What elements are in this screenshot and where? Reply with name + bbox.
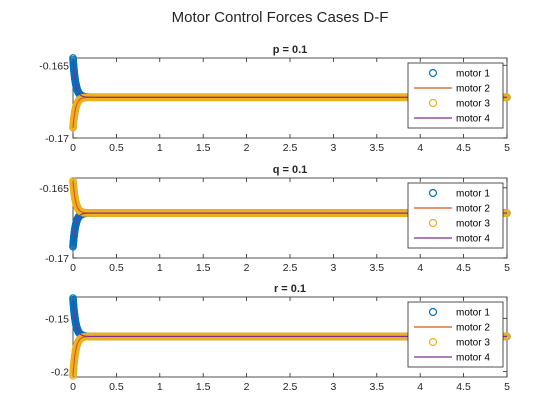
x-tick-label: 1 [157,262,163,274]
legend-marker [428,68,438,78]
x-tick-label: 5 [504,262,510,274]
subplot-3: r = 0.1 0 0.5 1 1.5 2 2.5 3 3.5 4 4.5 5 -0.2 -0.15 mot… [45,283,511,393]
x-tick-label: 0 [70,262,76,274]
legend-entry: motor 1 [428,188,490,200]
x-tick-label: 3.5 [369,381,384,393]
x-tick-label: 0.5 [109,142,124,154]
x-tick-label: 4 [417,142,423,154]
legend-entry: motor 2 [414,323,490,334]
y-tick-label: -0.17 [45,253,69,265]
x-tick-label: 5 [504,381,510,393]
legend-label: motor 3 [456,338,490,349]
legend-entry: motor 2 [414,84,490,95]
legend-label: motor 3 [456,219,490,230]
x-tick-label: 0 [70,381,76,393]
legend-entry: motor 3 [428,218,490,230]
subplot-2: q = 0.1 0 0.5 1 1.5 2 2.5 3 3.5 4 4.5 5 -0.17 -0.165 m… [39,164,511,274]
legend-label: motor 2 [456,323,490,334]
x-tick-label: 3 [330,262,336,274]
x-tick-label: 2 [244,262,250,274]
x-tick-label: 4.5 [456,262,471,274]
legend-entry: motor 4 [414,234,490,245]
subplot-title: p = 0.1 [273,44,308,56]
x-tick-label: 5 [504,142,510,154]
x-tick-label: 2.5 [283,142,298,154]
legend-entry: motor 1 [428,307,490,319]
legend-label: motor 1 [456,69,490,80]
y-tick-label: -0.15 [45,313,69,325]
legend-label: motor 3 [456,99,490,110]
legend-label: motor 4 [456,353,490,364]
legend-marker [428,307,438,317]
legend-box [407,301,504,368]
x-tick-label: 2 [244,381,250,393]
legend-entry: motor 3 [428,98,490,110]
legend-label: motor 1 [456,189,490,200]
y-tick-label: -0.17 [45,133,69,145]
x-tick-label: 2.5 [283,381,298,393]
legend-marker [428,188,438,198]
x-tick-label: 4.5 [456,142,471,154]
legend-marker [428,337,438,347]
x-tick-label: 1.5 [196,262,211,274]
x-tick-label: 0 [70,142,76,154]
y-tick-label: -0.2 [51,367,69,379]
data-layer [69,54,511,132]
x-tick-label: 3.5 [369,262,384,274]
legend-marker [428,218,438,228]
x-tick-label: 1.5 [196,142,211,154]
y-tick-label: -0.165 [39,183,69,195]
x-tick-label: 4 [417,262,423,274]
x-tick-label: 0.5 [109,381,124,393]
legend-label: motor 2 [456,204,490,215]
legend-marker [428,98,438,108]
figure-title: Motor Control Forces Cases D-F [171,9,389,26]
x-tick-label: 4 [417,381,423,393]
legend-box [407,62,504,129]
subplot-1: p = 0.1 0 0.5 1 1.5 2 2.5 3 3.5 4 4.5 5 -0.17 -0.165 m… [39,44,511,154]
legend-label: motor 4 [456,114,490,125]
legend: motor 1 motor 2 motor 3 motor 4 [407,301,504,368]
legend-entry: motor 4 [414,114,490,125]
x-tick-label: 1 [157,381,163,393]
x-tick-label: 2.5 [283,262,298,274]
x-tick-label: 3 [330,142,336,154]
legend: motor 1 motor 2 motor 3 motor 4 [407,62,504,129]
subplot-title: r = 0.1 [274,283,306,295]
x-tick-label: 2 [244,142,250,154]
x-tick-label: 0.5 [109,262,124,274]
x-tick-label: 1 [157,142,163,154]
x-tick-label: 3 [330,381,336,393]
legend-entry: motor 2 [414,204,490,215]
legend-box [407,182,504,249]
legend: motor 1 motor 2 motor 3 motor 4 [407,182,504,249]
legend-entry: motor 1 [428,68,490,80]
legend-label: motor 1 [456,308,490,319]
x-tick-label: 1.5 [196,381,211,393]
x-tick-label: 4.5 [456,381,471,393]
legend-entry: motor 3 [428,337,490,349]
legend-entry: motor 4 [414,353,490,364]
legend-label: motor 4 [456,234,490,245]
subplot-title: q = 0.1 [273,164,308,176]
legend-label: motor 2 [456,84,490,95]
y-tick-label: -0.165 [39,60,69,72]
x-tick-label: 3.5 [369,142,384,154]
